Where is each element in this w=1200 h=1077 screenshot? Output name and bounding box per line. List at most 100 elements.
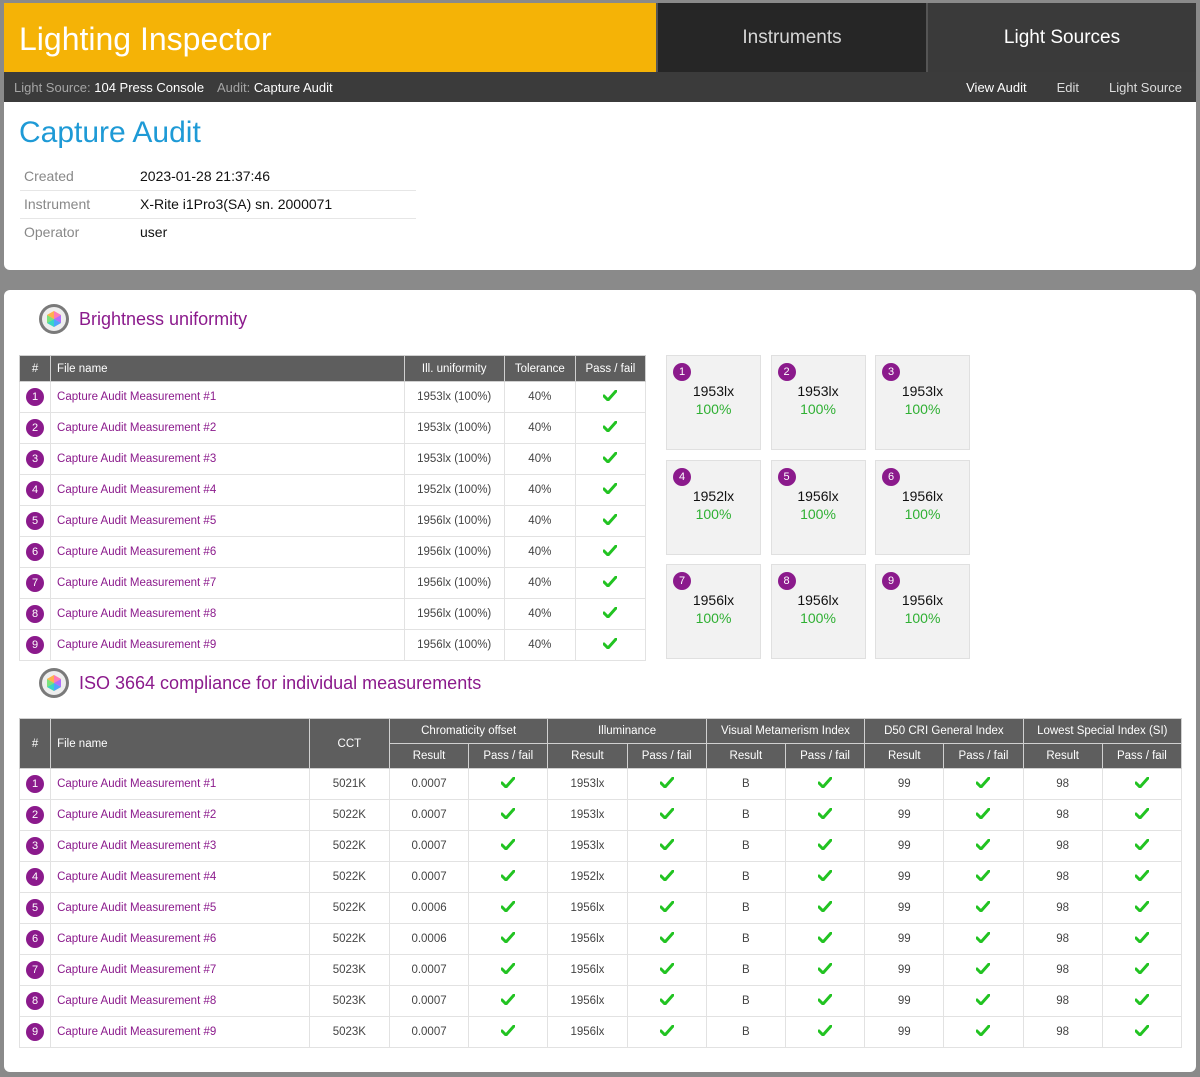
edit-link[interactable]: Edit <box>1056 79 1079 95</box>
col-num-header: # <box>18 355 52 382</box>
pass-fail-cell <box>784 768 866 800</box>
pass-fail-cell <box>468 799 549 831</box>
measurement-file-link[interactable]: Capture Audit Measurement #3 <box>50 443 405 475</box>
measurement-file-link[interactable]: Capture Audit Measurement #6 <box>50 536 405 568</box>
check-icon <box>659 931 675 944</box>
breadcrumb-light-source-label: Light Source: <box>14 79 91 95</box>
measurement-file-link[interactable]: Capture Audit Measurement #7 <box>50 567 405 599</box>
table-row[interactable]: 5 Capture Audit Measurement #5 5022K 0.0006… <box>18 892 1183 924</box>
uniformity-cell: 1956lx (100%) <box>403 536 505 568</box>
measurement-file-link[interactable]: Capture Audit Measurement #7 <box>50 954 310 986</box>
pass-fail-cell <box>468 830 549 862</box>
check-icon <box>659 962 675 975</box>
uniformity-tile[interactable]: 6 1956lx 100% <box>875 459 970 555</box>
cri-result-cell: 99 <box>864 892 945 924</box>
table-row[interactable]: 8 Capture Audit Measurement #8 5023K 0.0007… <box>18 985 1183 1017</box>
check-icon <box>975 900 991 913</box>
check-icon <box>1134 1024 1150 1037</box>
page-title: Capture Audit <box>19 116 201 149</box>
cri-result-cell: 99 <box>864 923 945 955</box>
measurement-file-link[interactable]: Capture Audit Measurement #4 <box>50 861 310 893</box>
top-bar: Lighting Inspector Instruments Light Sou… <box>4 3 1196 72</box>
vmi-result-cell: B <box>705 799 786 831</box>
table-row[interactable]: 7 Capture Audit Measurement #7 1956lx (100… <box>18 567 647 599</box>
tile-lux-value: 1953lx <box>797 383 839 399</box>
pass-fail-cell <box>784 985 866 1017</box>
table-row[interactable]: 3 Capture Audit Measurement #3 1953lx (100… <box>18 443 647 475</box>
pass-fail-cell <box>574 412 647 444</box>
check-icon <box>500 900 516 913</box>
table-row[interactable]: 9 Capture Audit Measurement #9 5023K 0.0007… <box>18 1016 1183 1048</box>
illuminance-result-cell: 1956lx <box>547 923 628 955</box>
tile-number-badge: 7 <box>673 572 691 590</box>
sub-bar: Light Source: 104 Press Console Audit: C… <box>4 72 1196 102</box>
view-audit-link[interactable]: View Audit <box>966 79 1027 95</box>
cri-result-cell: 99 <box>864 768 945 800</box>
measurement-file-link[interactable]: Capture Audit Measurement #1 <box>50 381 405 413</box>
check-icon <box>500 1024 516 1037</box>
tile-lux-value: 1952lx <box>692 487 735 504</box>
table-row[interactable]: 1 Capture Audit Measurement #1 5021K 0.0007… <box>18 768 1183 800</box>
iso-result-subheader: Result <box>547 743 628 769</box>
app-title[interactable]: Lighting Inspector <box>4 3 656 72</box>
col-file-header: File name <box>50 355 405 382</box>
table-row[interactable]: 7 Capture Audit Measurement #7 5023K 0.0007… <box>18 954 1183 986</box>
check-icon <box>602 513 618 526</box>
uniformity-tile[interactable]: 7 1956lx 100% <box>666 564 761 659</box>
uniformity-tile[interactable]: 1 1953lx 100% <box>666 355 761 450</box>
row-number-cell: 7 <box>18 567 52 599</box>
table-row[interactable]: 4 Capture Audit Measurement #4 1952lx (100… <box>18 474 647 506</box>
chromaticity-result-cell: 0.0007 <box>388 799 470 831</box>
check-icon <box>817 993 833 1006</box>
row-number-cell: 3 <box>18 443 52 475</box>
table-row[interactable]: 6 Capture Audit Measurement #6 1956lx (100… <box>18 536 647 568</box>
brightness-section-title: Brightness uniformity <box>79 308 248 329</box>
measurement-file-link[interactable]: Capture Audit Measurement #9 <box>50 629 405 661</box>
pass-fail-cell <box>468 861 549 893</box>
row-number-cell: 9 <box>18 1016 52 1048</box>
table-row[interactable]: 5 Capture Audit Measurement #5 1956lx (100… <box>18 505 647 537</box>
table-row[interactable]: 4 Capture Audit Measurement #4 5022K 0.0007… <box>18 861 1183 893</box>
row-number-cell: 2 <box>18 412 52 444</box>
table-row[interactable]: 1 Capture Audit Measurement #1 1953lx (100… <box>18 381 647 413</box>
audit-info-table: Created 2023-01-28 21:37:46 Instrument X… <box>20 162 416 246</box>
measurement-file-link[interactable]: Capture Audit Measurement #8 <box>50 598 405 630</box>
light-source-link[interactable]: Light Source <box>1109 79 1182 95</box>
measurement-file-link[interactable]: Capture Audit Measurement #6 <box>50 923 310 955</box>
table-row[interactable]: 8 Capture Audit Measurement #8 1956lx (100… <box>18 598 647 630</box>
measurement-file-link[interactable]: Capture Audit Measurement #2 <box>50 412 405 444</box>
uniformity-tile[interactable]: 3 1953lx 100% <box>875 355 970 450</box>
cri-result-cell: 99 <box>864 1016 945 1048</box>
pass-fail-cell <box>1101 799 1183 831</box>
uniformity-tile[interactable]: 2 1953lx 100% <box>770 355 866 450</box>
measurement-file-link[interactable]: Capture Audit Measurement #3 <box>50 830 310 862</box>
uniformity-tile[interactable]: 9 1956lx 100% <box>875 564 970 659</box>
uniformity-tile[interactable]: 4 1952lx 100% <box>666 459 761 555</box>
iso-col-cct-header: CCT <box>308 718 390 769</box>
measurement-file-link[interactable]: Capture Audit Measurement #9 <box>50 1016 310 1048</box>
table-row[interactable]: 2 Capture Audit Measurement #2 1953lx (100… <box>18 412 647 444</box>
breadcrumb-light-source-link[interactable]: 104 Press Console <box>94 79 205 95</box>
uniformity-tile[interactable]: 8 1956lx 100% <box>770 564 866 659</box>
nav-instruments-tab[interactable]: Instruments <box>656 3 926 72</box>
measurement-file-link[interactable]: Capture Audit Measurement #2 <box>50 799 310 831</box>
table-row[interactable]: 3 Capture Audit Measurement #3 5022K 0.0007… <box>18 830 1183 862</box>
row-number-cell: 8 <box>18 985 52 1017</box>
tile-percent-value: 100% <box>904 610 941 626</box>
iso-passfail-subheader: Pass / fail <box>1101 743 1183 769</box>
row-number-cell: 3 <box>18 830 52 862</box>
pass-fail-cell <box>784 923 866 955</box>
measurement-file-link[interactable]: Capture Audit Measurement #4 <box>50 474 405 506</box>
uniformity-tile[interactable]: 5 1956lx 100% <box>770 459 866 555</box>
nav-light-sources-tab[interactable]: Light Sources <box>926 3 1196 72</box>
check-icon <box>1134 807 1150 820</box>
breadcrumb-audit-link[interactable]: Capture Audit <box>253 79 333 95</box>
measurement-file-link[interactable]: Capture Audit Measurement #5 <box>50 892 310 924</box>
measurement-file-link[interactable]: Capture Audit Measurement #5 <box>50 505 405 537</box>
results-card: Brightness uniformity # File name Ill. u… <box>4 290 1196 1072</box>
measurement-file-link[interactable]: Capture Audit Measurement #8 <box>50 985 310 1017</box>
table-row[interactable]: 9 Capture Audit Measurement #9 1956lx (100… <box>18 629 647 661</box>
measurement-file-link[interactable]: Capture Audit Measurement #1 <box>50 768 310 800</box>
table-row[interactable]: 2 Capture Audit Measurement #2 5022K 0.0007… <box>18 799 1183 831</box>
table-row[interactable]: 6 Capture Audit Measurement #6 5022K 0.0006… <box>18 923 1183 955</box>
